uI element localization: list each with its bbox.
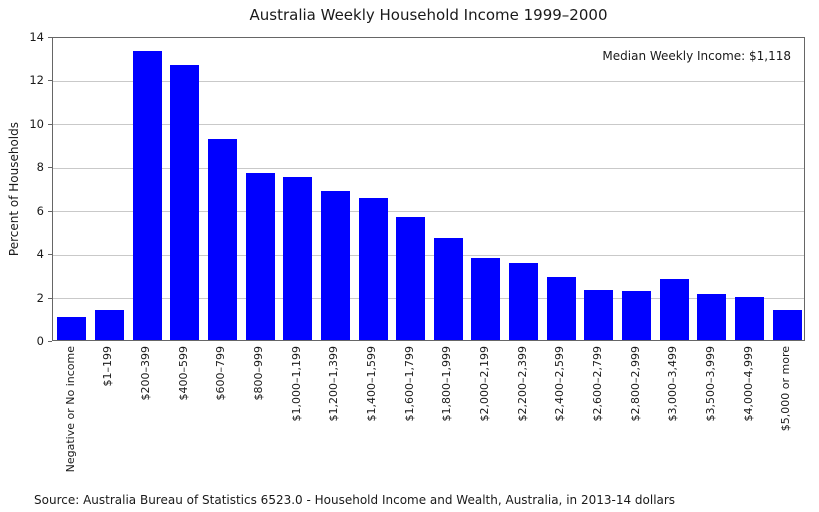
plot-area: Median Weekly Income: $1,118: [52, 37, 805, 341]
x-tick-label: $600–799: [214, 346, 228, 401]
y-tick-mark: [48, 297, 52, 299]
y-axis-label: Percent of Households: [7, 121, 21, 257]
x-tick-label: $3,000–3,499: [666, 346, 680, 422]
x-tick-label: Negative or No income: [63, 346, 77, 473]
bar: [546, 277, 576, 340]
x-tick-label: $2,600–2,799: [590, 346, 604, 422]
bar: [94, 309, 124, 340]
x-tick-label: $2,200–2,399: [515, 346, 529, 422]
median-income-annotation: Median Weekly Income: $1,118: [602, 49, 791, 63]
bar: [207, 139, 237, 340]
x-tick-label: $5,000 or more: [779, 346, 793, 432]
x-tick-label: $2,800–2,999: [628, 346, 642, 422]
y-tick-mark: [48, 123, 52, 125]
source-note: Source: Australia Bureau of Statistics 6…: [34, 493, 676, 507]
gridline: [53, 167, 804, 169]
gridline: [53, 80, 804, 82]
x-tick-label: $4,000–4,999: [741, 346, 755, 422]
gridline: [53, 211, 804, 213]
y-tick-label: 10: [29, 116, 44, 131]
bar: [659, 279, 689, 340]
bar: [245, 172, 275, 340]
bar: [396, 217, 426, 340]
y-tick-label: 6: [36, 203, 44, 218]
bar: [320, 191, 350, 340]
y-tick-label: 14: [29, 30, 44, 44]
x-tick-label: $1,400–1,599: [365, 346, 379, 422]
y-tick-mark: [48, 254, 52, 256]
bar: [509, 262, 539, 340]
x-tick-label: $800–999: [252, 346, 266, 401]
gridline: [53, 254, 804, 256]
bar: [170, 65, 200, 340]
x-tick-label: $1,600–1,799: [402, 346, 416, 422]
x-tick-label: $2,000–2,199: [477, 346, 491, 422]
x-tick-label: $400–599: [176, 346, 190, 401]
bar: [622, 291, 652, 340]
x-tick-label: $1,000–1,199: [289, 346, 303, 422]
y-tick-mark: [48, 80, 52, 82]
bar: [697, 294, 727, 340]
y-tick-mark: [48, 341, 52, 342]
bar: [471, 257, 501, 340]
y-tick-label: 8: [36, 160, 44, 175]
chart-title: Australia Weekly Household Income 1999–2…: [249, 6, 608, 24]
x-tick-label: $1,200–1,399: [327, 346, 341, 422]
bar: [584, 290, 614, 340]
x-tick-label: $1–199: [101, 346, 115, 387]
y-tick-mark: [48, 167, 52, 169]
x-tick-label: $1,800–1,999: [440, 346, 454, 422]
y-tick-label: 12: [29, 73, 44, 88]
gridline: [53, 124, 804, 126]
y-tick-label: 0: [36, 334, 44, 348]
bar: [283, 177, 313, 340]
y-tick-label: 2: [36, 290, 44, 305]
bar: [433, 237, 463, 340]
y-tick-mark: [48, 37, 52, 38]
bar: [132, 51, 162, 340]
bar: [772, 309, 802, 340]
y-tick-mark: [48, 210, 52, 212]
bar: [735, 296, 765, 340]
x-tick-label: $2,400–2,599: [553, 346, 567, 422]
x-tick-label: $3,500–3,999: [703, 346, 717, 422]
bar: [358, 197, 388, 340]
bar: [57, 317, 87, 340]
x-tick-label: $200–399: [139, 346, 153, 401]
gridline: [53, 298, 804, 300]
y-tick-label: 4: [36, 247, 44, 262]
